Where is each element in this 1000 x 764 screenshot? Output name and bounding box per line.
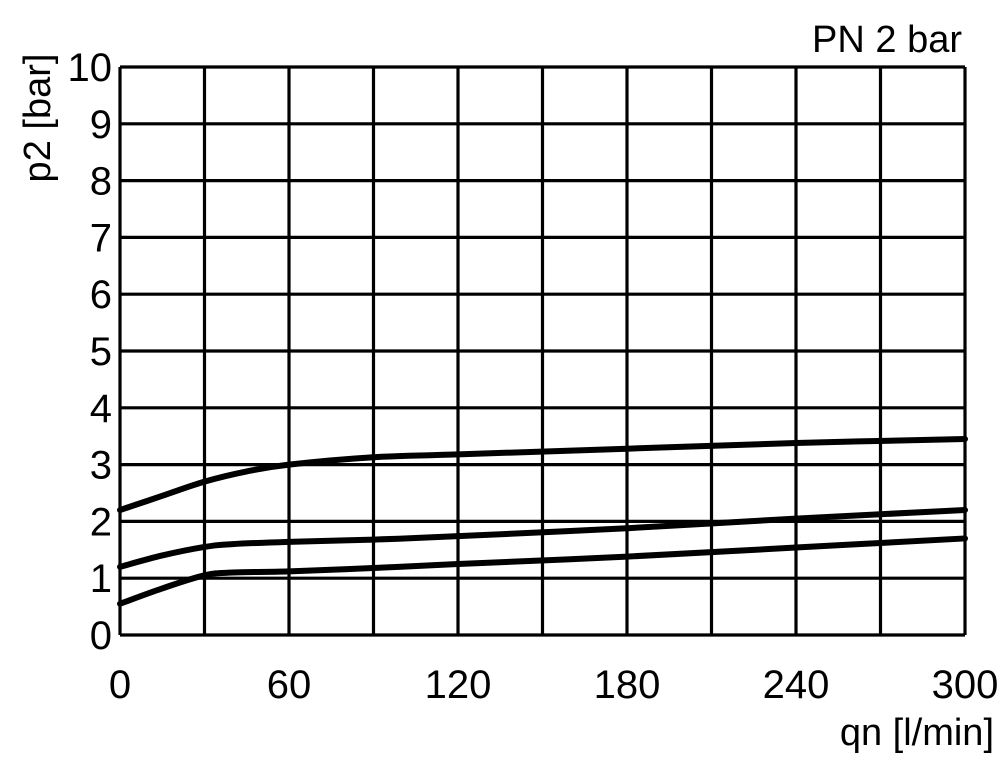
x-tick-label: 120 — [425, 663, 492, 707]
grid — [118, 65, 967, 637]
y-tick-label: 2 — [90, 500, 112, 544]
x-tick-label: 180 — [594, 663, 661, 707]
y-tick-label: 10 — [68, 46, 113, 90]
y-tick-label: 1 — [90, 557, 112, 601]
x-tick-label: 240 — [763, 663, 830, 707]
x-axis-label: qn [l/min] — [840, 712, 994, 754]
series-line-1 — [117, 436, 968, 514]
series-line-2 — [117, 507, 968, 570]
y-tick-label: 7 — [90, 216, 112, 260]
x-tick-label: 300 — [932, 663, 999, 707]
y-tick-label: 4 — [90, 387, 112, 431]
y-tick-label: 8 — [90, 160, 112, 204]
y-tick-label: 6 — [90, 273, 112, 317]
y-tick-label: 5 — [90, 330, 112, 374]
y-axis-label: p2 [bar] — [17, 54, 59, 183]
y-tick-label: 0 — [90, 614, 112, 658]
x-tick-label: 60 — [267, 663, 312, 707]
y-tick-label: 3 — [90, 444, 112, 488]
tick-labels: 0 1 2 3 4 5 6 7 8 9 10 0 60 120 180 240 300 — [68, 46, 999, 707]
x-tick-label: 0 — [109, 663, 131, 707]
y-tick-label: 9 — [90, 103, 112, 147]
series-lines — [117, 436, 968, 607]
chart-title: PN 2 bar — [812, 19, 962, 61]
series-line-3 — [117, 535, 968, 607]
